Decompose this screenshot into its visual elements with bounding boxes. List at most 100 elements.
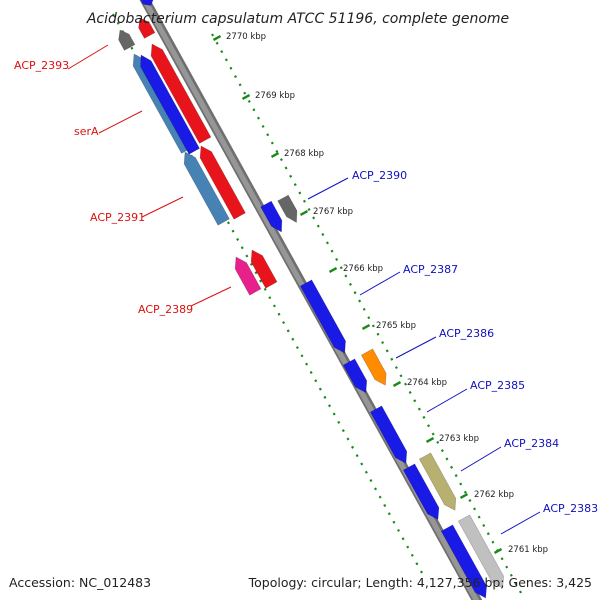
tick-mark <box>358 299 362 303</box>
tick-mark <box>309 370 313 374</box>
tick-mark <box>293 183 297 187</box>
tick-label: 2763 kbp <box>439 434 479 444</box>
tick-mark <box>410 553 414 557</box>
gene-acp-2385 <box>369 405 408 464</box>
gene-acp-2383-cog <box>457 514 504 589</box>
tick-label: 2762 kbp <box>474 490 514 500</box>
gene-label-acp-2383[interactable]: ACP_2383 <box>543 502 598 515</box>
gene-acp-2389-cog <box>234 256 262 296</box>
gene-acp-2393 <box>138 17 156 39</box>
tick-mark <box>272 304 276 308</box>
tick-mark <box>500 557 504 561</box>
tick-mark <box>224 58 228 62</box>
tick-mark <box>473 507 477 511</box>
gene-acp-2393-cog <box>118 29 136 51</box>
tick-mark <box>323 395 327 399</box>
tick-mark <box>362 307 366 311</box>
gene-acp-2384 <box>402 463 440 520</box>
tick-mark <box>491 540 495 544</box>
tick-mark <box>257 116 260 120</box>
tick-mark <box>392 520 396 524</box>
tick-mark <box>420 570 423 574</box>
tick-mark <box>509 573 513 577</box>
tick-mark <box>312 216 316 220</box>
tick-mark <box>300 354 304 358</box>
tick-mark <box>378 495 382 499</box>
gene-label-sera[interactable]: serA <box>74 125 99 138</box>
tick-label: 2767 kbp <box>313 207 353 217</box>
tick-mark <box>369 479 373 483</box>
tick-label: 2766 kbp <box>343 264 383 274</box>
gene-label-acp-2390[interactable]: ACP_2390 <box>352 169 407 182</box>
tick-labels: 2770 kbp 2769 kbp 2768 kbp 2767 kbp 2766… <box>226 32 548 555</box>
gene-acp-2391 <box>199 145 246 220</box>
tick-mark <box>314 379 318 383</box>
tick-mark <box>436 440 440 444</box>
tick-mark <box>355 454 359 458</box>
gene-label-acp-2385[interactable]: ACP_2385 <box>470 379 525 392</box>
tick-mark <box>226 221 230 225</box>
tick-mark <box>514 582 518 586</box>
gene-label-acp-2393[interactable]: ACP_2393 <box>14 59 69 72</box>
gene-features <box>118 0 504 599</box>
gene-acp-2390 <box>260 200 283 233</box>
accession-label: Accession: NC_012483 <box>9 575 152 590</box>
tick-mark <box>371 324 375 328</box>
gene-acp-2387 <box>299 279 346 354</box>
tick-mark <box>243 91 247 95</box>
gene-acp-2383 <box>440 524 487 599</box>
tick-mark <box>234 75 237 79</box>
tick-label: 2764 kbp <box>407 378 447 388</box>
tick-mark <box>291 337 295 341</box>
tick-mark <box>279 158 283 162</box>
tick-mark <box>381 341 385 345</box>
gene-label-acp-2387[interactable]: ACP_2387 <box>403 263 458 276</box>
gene-acp-2386-cog <box>360 348 387 386</box>
tick-mark <box>238 83 242 87</box>
gene-label-acp-2391[interactable]: ACP_2391 <box>90 211 145 224</box>
tick-mark <box>353 291 357 295</box>
tick-mark <box>252 108 256 112</box>
tick-mark <box>404 382 408 386</box>
tick-mark <box>376 332 380 336</box>
tick-mark <box>332 412 336 416</box>
tick-mark <box>387 512 391 516</box>
tick-mark <box>519 590 522 594</box>
tick-mark <box>408 390 412 394</box>
tick-mark <box>427 424 431 428</box>
major-tick <box>392 380 402 388</box>
tick-mark <box>298 191 302 195</box>
gene-label-acp-2384[interactable]: ACP_2384 <box>504 437 559 450</box>
tick-label: 2765 kbp <box>376 321 416 331</box>
gene-label-acp-2386[interactable]: ACP_2386 <box>439 327 494 340</box>
tick-mark <box>335 257 339 261</box>
tick-mark <box>330 249 334 253</box>
major-tick <box>425 436 435 444</box>
tick-label: 2769 kbp <box>255 91 295 101</box>
tick-mark <box>211 33 215 37</box>
tick-mark <box>415 562 419 566</box>
topology-summary: Topology: circular; Length: 4,127,356 bp… <box>248 575 592 590</box>
tick-mark <box>431 432 435 436</box>
gene-acp-2391-cog <box>183 151 230 226</box>
tick-mark <box>463 490 467 494</box>
tick-mark <box>397 528 400 532</box>
tick-mark <box>249 262 253 266</box>
tick-mark <box>247 99 251 103</box>
tick-mark <box>454 474 458 478</box>
major-tick <box>212 34 222 42</box>
tick-mark <box>344 274 348 278</box>
major-tick <box>241 93 251 101</box>
tick-mark <box>422 415 426 419</box>
major-tick <box>299 209 309 217</box>
tick-mark <box>477 515 481 519</box>
tick-mark <box>220 50 224 54</box>
gene-label-acp-2389[interactable]: ACP_2389 <box>138 303 193 316</box>
tick-mark <box>277 312 281 316</box>
tick-mark <box>270 141 274 145</box>
tick-mark <box>289 174 293 178</box>
forward-gene-labels: ACP_2390 ACP_2387 ACP_2386 ACP_2385 ACP_… <box>307 169 598 535</box>
tick-mark <box>367 316 371 320</box>
